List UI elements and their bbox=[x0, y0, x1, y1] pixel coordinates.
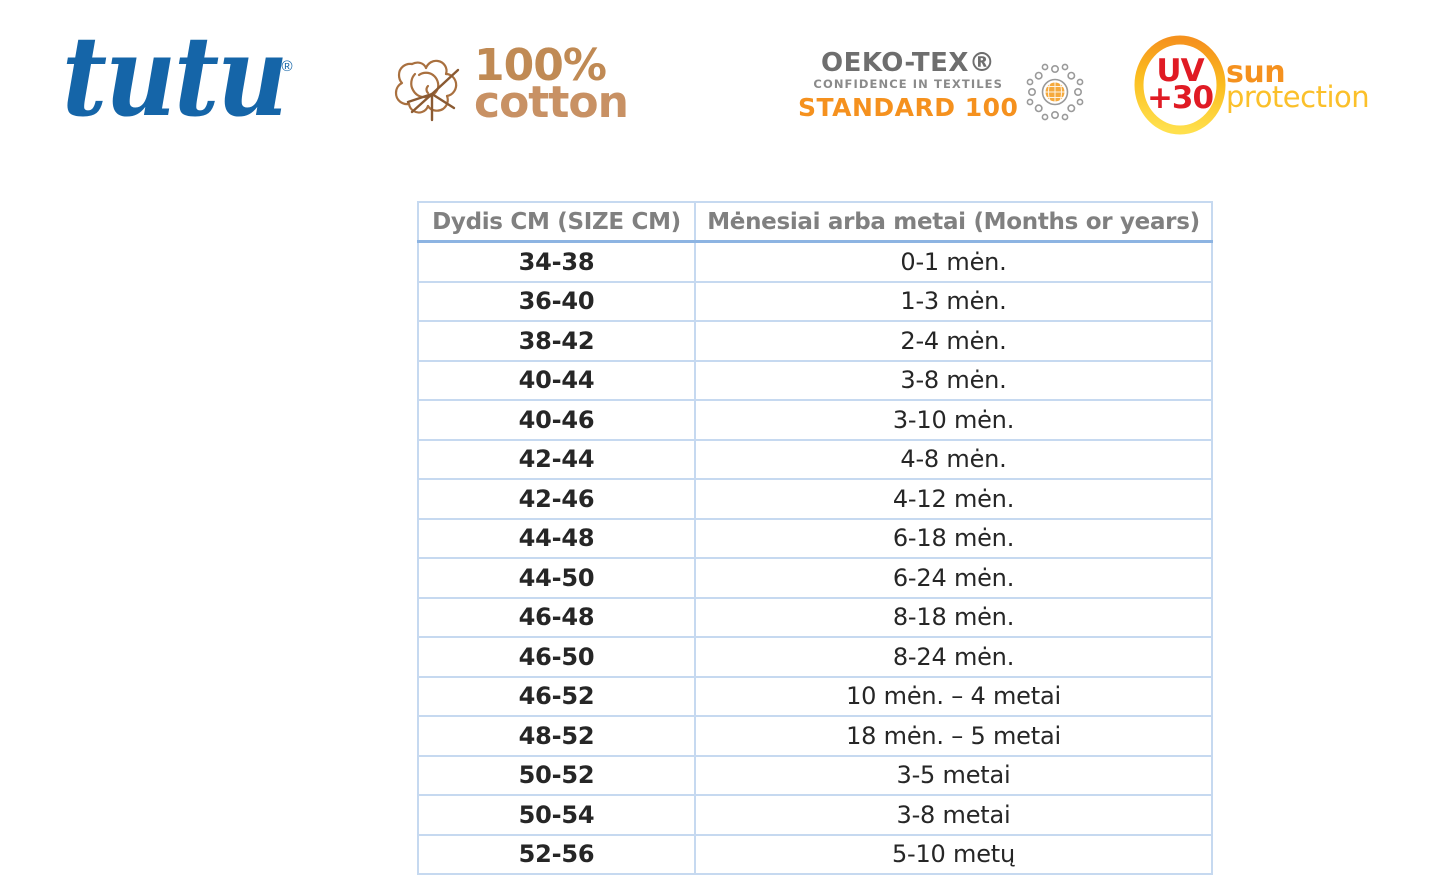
cell-size: 42-46 bbox=[417, 479, 696, 520]
table-row: 42-46 4-12 mėn. bbox=[417, 479, 1213, 520]
cell-size: 46-50 bbox=[417, 637, 696, 678]
cell-age: 3-8 mėn. bbox=[694, 360, 1213, 401]
table-row: 52-56 5-10 metų bbox=[417, 834, 1213, 875]
table-row: 40-46 3-10 mėn. bbox=[417, 400, 1213, 441]
cell-age: 6-24 mėn. bbox=[694, 558, 1213, 599]
cell-age: 8-24 mėn. bbox=[694, 637, 1213, 678]
logo-bar: tutu ® bbox=[0, 0, 1445, 170]
table-row: 46-48 8-18 mėn. bbox=[417, 597, 1213, 638]
table-row: 34-38 0-1 mėn. bbox=[417, 241, 1213, 283]
cell-size: 34-38 bbox=[417, 241, 696, 283]
table-row: 48-52 18 mėn. – 5 metai bbox=[417, 716, 1213, 757]
cell-age: 0-1 mėn. bbox=[694, 241, 1213, 283]
cell-age: 18 mėn. – 5 metai bbox=[694, 716, 1213, 757]
cotton-word-text: cotton bbox=[474, 77, 629, 128]
cell-age: 8-18 mėn. bbox=[694, 597, 1213, 638]
cotton-boll-icon bbox=[388, 42, 470, 129]
cell-size: 46-52 bbox=[417, 676, 696, 717]
cell-size: 50-52 bbox=[417, 755, 696, 796]
cell-age: 1-3 mėn. bbox=[694, 281, 1213, 322]
cell-size: 42-44 bbox=[417, 439, 696, 480]
table-row: 50-52 3-5 metai bbox=[417, 755, 1213, 796]
oeko-tex-standard: STANDARD 100 bbox=[798, 93, 1019, 123]
registered-trademark-icon: ® bbox=[281, 58, 293, 76]
table-row: 42-44 4-8 mėn. bbox=[417, 439, 1213, 480]
sun-text: sun bbox=[1226, 54, 1286, 90]
tutu-logo: tutu ® bbox=[62, 0, 362, 170]
tutu-wordmark: tutu bbox=[62, 12, 288, 142]
cell-age: 4-12 mėn. bbox=[694, 479, 1213, 520]
table-row: 46-50 8-24 mėn. bbox=[417, 637, 1213, 678]
table-row: 50-54 3-8 metai bbox=[417, 795, 1213, 836]
table-row: 46-52 10 mėn. – 4 metai bbox=[417, 676, 1213, 717]
table-body: 34-38 0-1 mėn. 36-40 1-3 mėn. 38-42 2-4 mėn. 4… bbox=[417, 241, 1213, 875]
cotton-percent-text: 100% bbox=[474, 40, 607, 92]
cotton-logo: 100% cotton bbox=[388, 0, 688, 170]
cell-size: 52-56 bbox=[417, 834, 696, 875]
uv-text: UV bbox=[1156, 52, 1204, 89]
cell-size: 40-44 bbox=[417, 360, 696, 401]
protection-text: protection bbox=[1226, 80, 1370, 115]
oeko-tex-title: OEKO-TEX® bbox=[820, 47, 996, 78]
cell-age: 3-8 metai bbox=[694, 795, 1213, 836]
table-row: 44-48 6-18 mėn. bbox=[417, 518, 1213, 559]
table-row: 36-40 1-3 mėn. bbox=[417, 281, 1213, 322]
cell-size: 40-46 bbox=[417, 400, 696, 441]
column-header-age: Mėnesiai arba metai (Months or years) bbox=[694, 201, 1213, 243]
cell-age: 6-18 mėn. bbox=[694, 518, 1213, 559]
cell-size: 36-40 bbox=[417, 281, 696, 322]
cell-size: 44-50 bbox=[417, 558, 696, 599]
size-chart-table-wrapper: Dydis CM (SIZE CM) Mėnesiai arba metai (… bbox=[417, 201, 1213, 875]
cell-size: 44-48 bbox=[417, 518, 696, 559]
cell-age: 3-5 metai bbox=[694, 755, 1213, 796]
cell-size: 38-42 bbox=[417, 321, 696, 362]
uv-protection-logo: UV +30 sun protection bbox=[1130, 0, 1445, 170]
cell-age: 4-8 mėn. bbox=[694, 439, 1213, 480]
cell-size: 46-48 bbox=[417, 597, 696, 638]
table-row: 38-42 2-4 mėn. bbox=[417, 321, 1213, 362]
cell-age: 5-10 metų bbox=[694, 834, 1213, 875]
table-row: 44-50 6-24 mėn. bbox=[417, 558, 1213, 599]
cell-size: 50-54 bbox=[417, 795, 696, 836]
oeko-tex-subtitle: CONFIDENCE IN TEXTILES bbox=[813, 76, 1003, 91]
size-chart-table: Dydis CM (SIZE CM) Mėnesiai arba metai (… bbox=[417, 201, 1213, 875]
cell-age: 3-10 mėn. bbox=[694, 400, 1213, 441]
table-row: 40-44 3-8 mėn. bbox=[417, 360, 1213, 401]
table-header-row: Dydis CM (SIZE CM) Mėnesiai arba metai (… bbox=[417, 201, 1213, 243]
oeko-tex-logo: OEKO-TEX® CONFIDENCE IN TEXTILES STANDAR… bbox=[798, 0, 1128, 170]
oeko-tex-mark-icon bbox=[1026, 63, 1084, 126]
uv-ring-icon: UV +30 bbox=[1130, 35, 1230, 135]
column-header-size: Dydis CM (SIZE CM) bbox=[417, 201, 696, 243]
uv-rating-text: +30 bbox=[1146, 80, 1214, 116]
cell-age: 2-4 mėn. bbox=[694, 321, 1213, 362]
cell-size: 48-52 bbox=[417, 716, 696, 757]
cell-age: 10 mėn. – 4 metai bbox=[694, 676, 1213, 717]
